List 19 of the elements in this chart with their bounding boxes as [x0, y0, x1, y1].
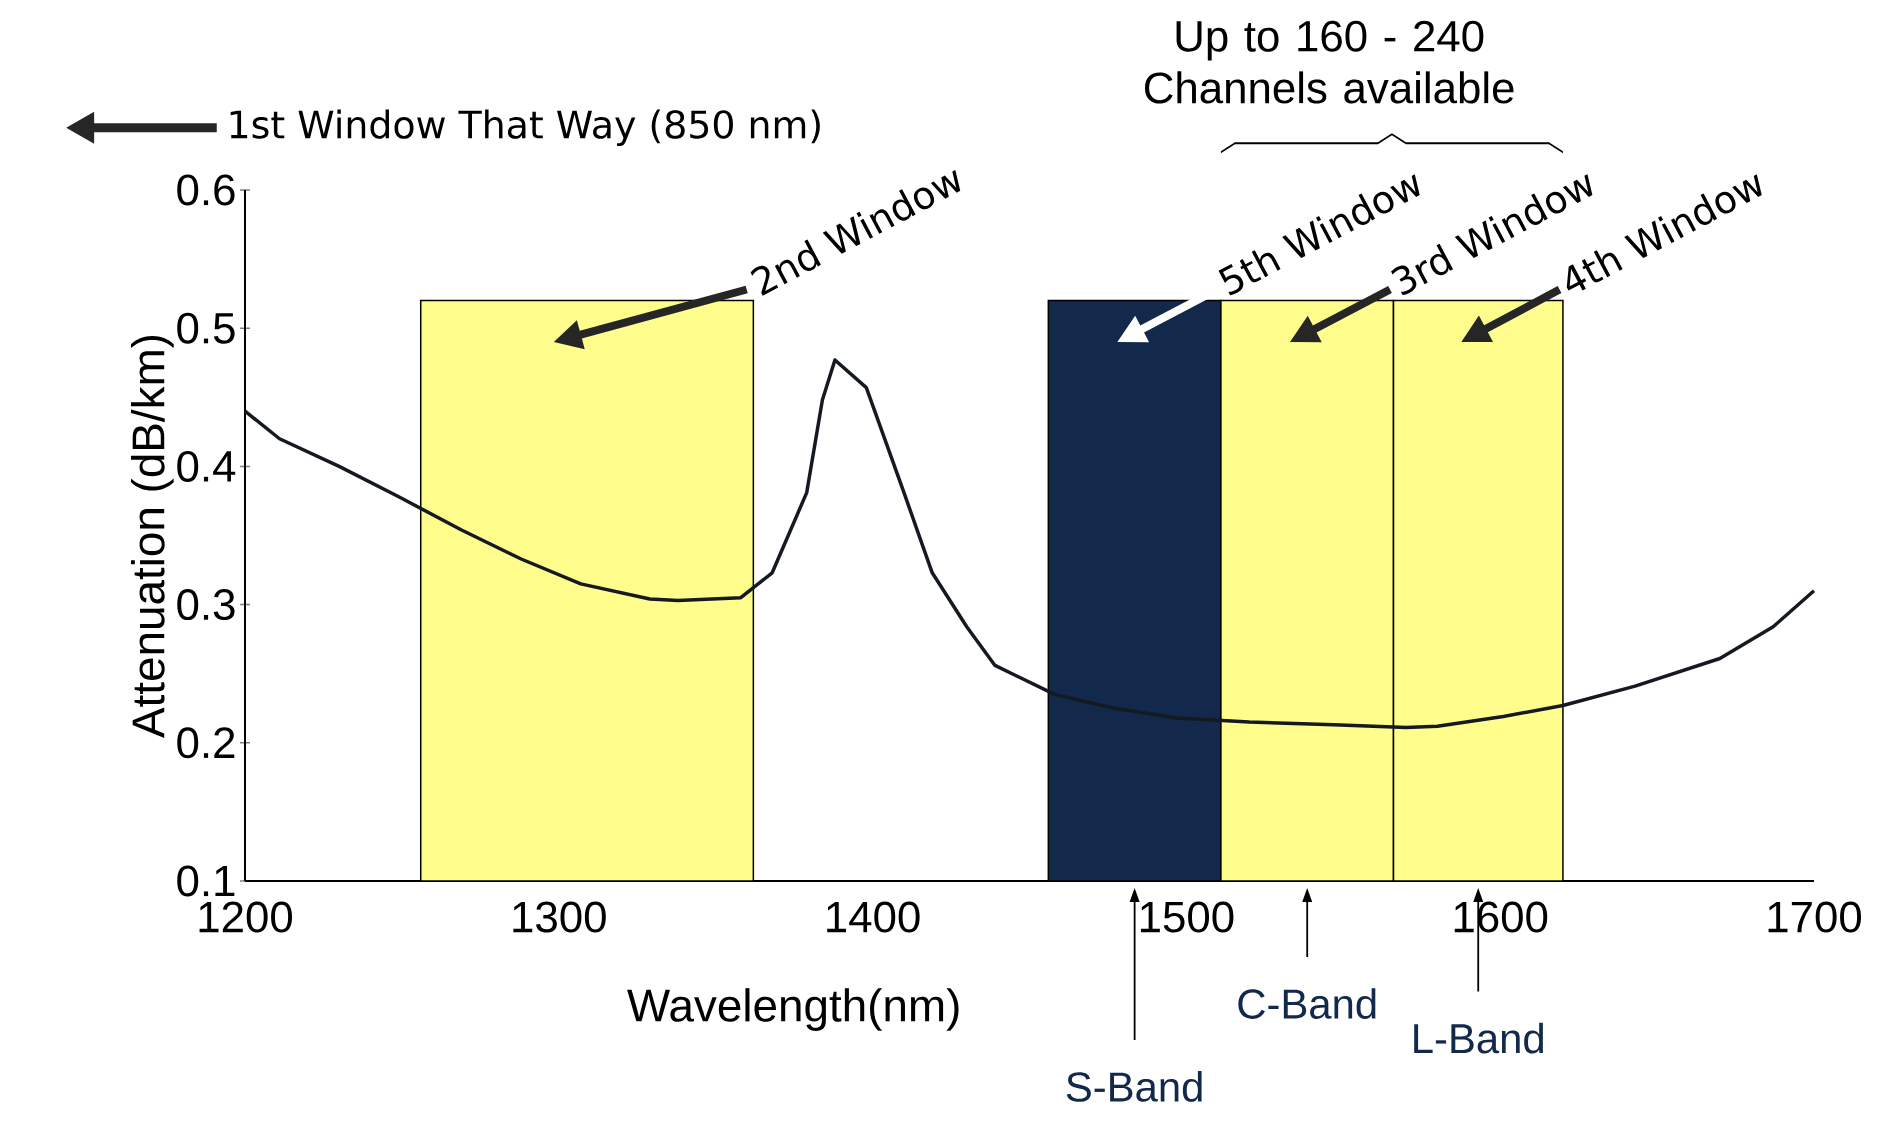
line-series — [243, 358, 1816, 730]
text: C-Band — [1238, 988, 1376, 1019]
y-tick-label: 0.5 — [177, 312, 235, 344]
y-tick-label: 0.3 — [177, 589, 235, 621]
text: S-Band — [1066, 1071, 1202, 1102]
x-tick-label: 1700 — [1768, 901, 1861, 933]
x-tick-label: 1400 — [827, 901, 920, 933]
y-axis-title: Attenuation (dB/km) — [131, 335, 174, 738]
x-tick-label: 1500 — [1140, 901, 1234, 933]
text: Up to 160 - 240 Channels available — [1144, 20, 1514, 104]
y-tick-label: 0.6 — [177, 174, 235, 206]
text: L-Band — [1414, 1022, 1543, 1054]
x-tick-label: 1300 — [513, 901, 606, 933]
y-tick-label: 0.4 — [177, 450, 236, 482]
y-tick-label: 0.2 — [177, 727, 235, 759]
x-axis-title: Wavelength(nm) — [627, 988, 959, 1031]
text: 1st Window That Way (850 nm) — [230, 109, 820, 147]
y-tick-label: 0.1 — [177, 865, 235, 897]
x-tick-label: 1200 — [199, 901, 293, 933]
